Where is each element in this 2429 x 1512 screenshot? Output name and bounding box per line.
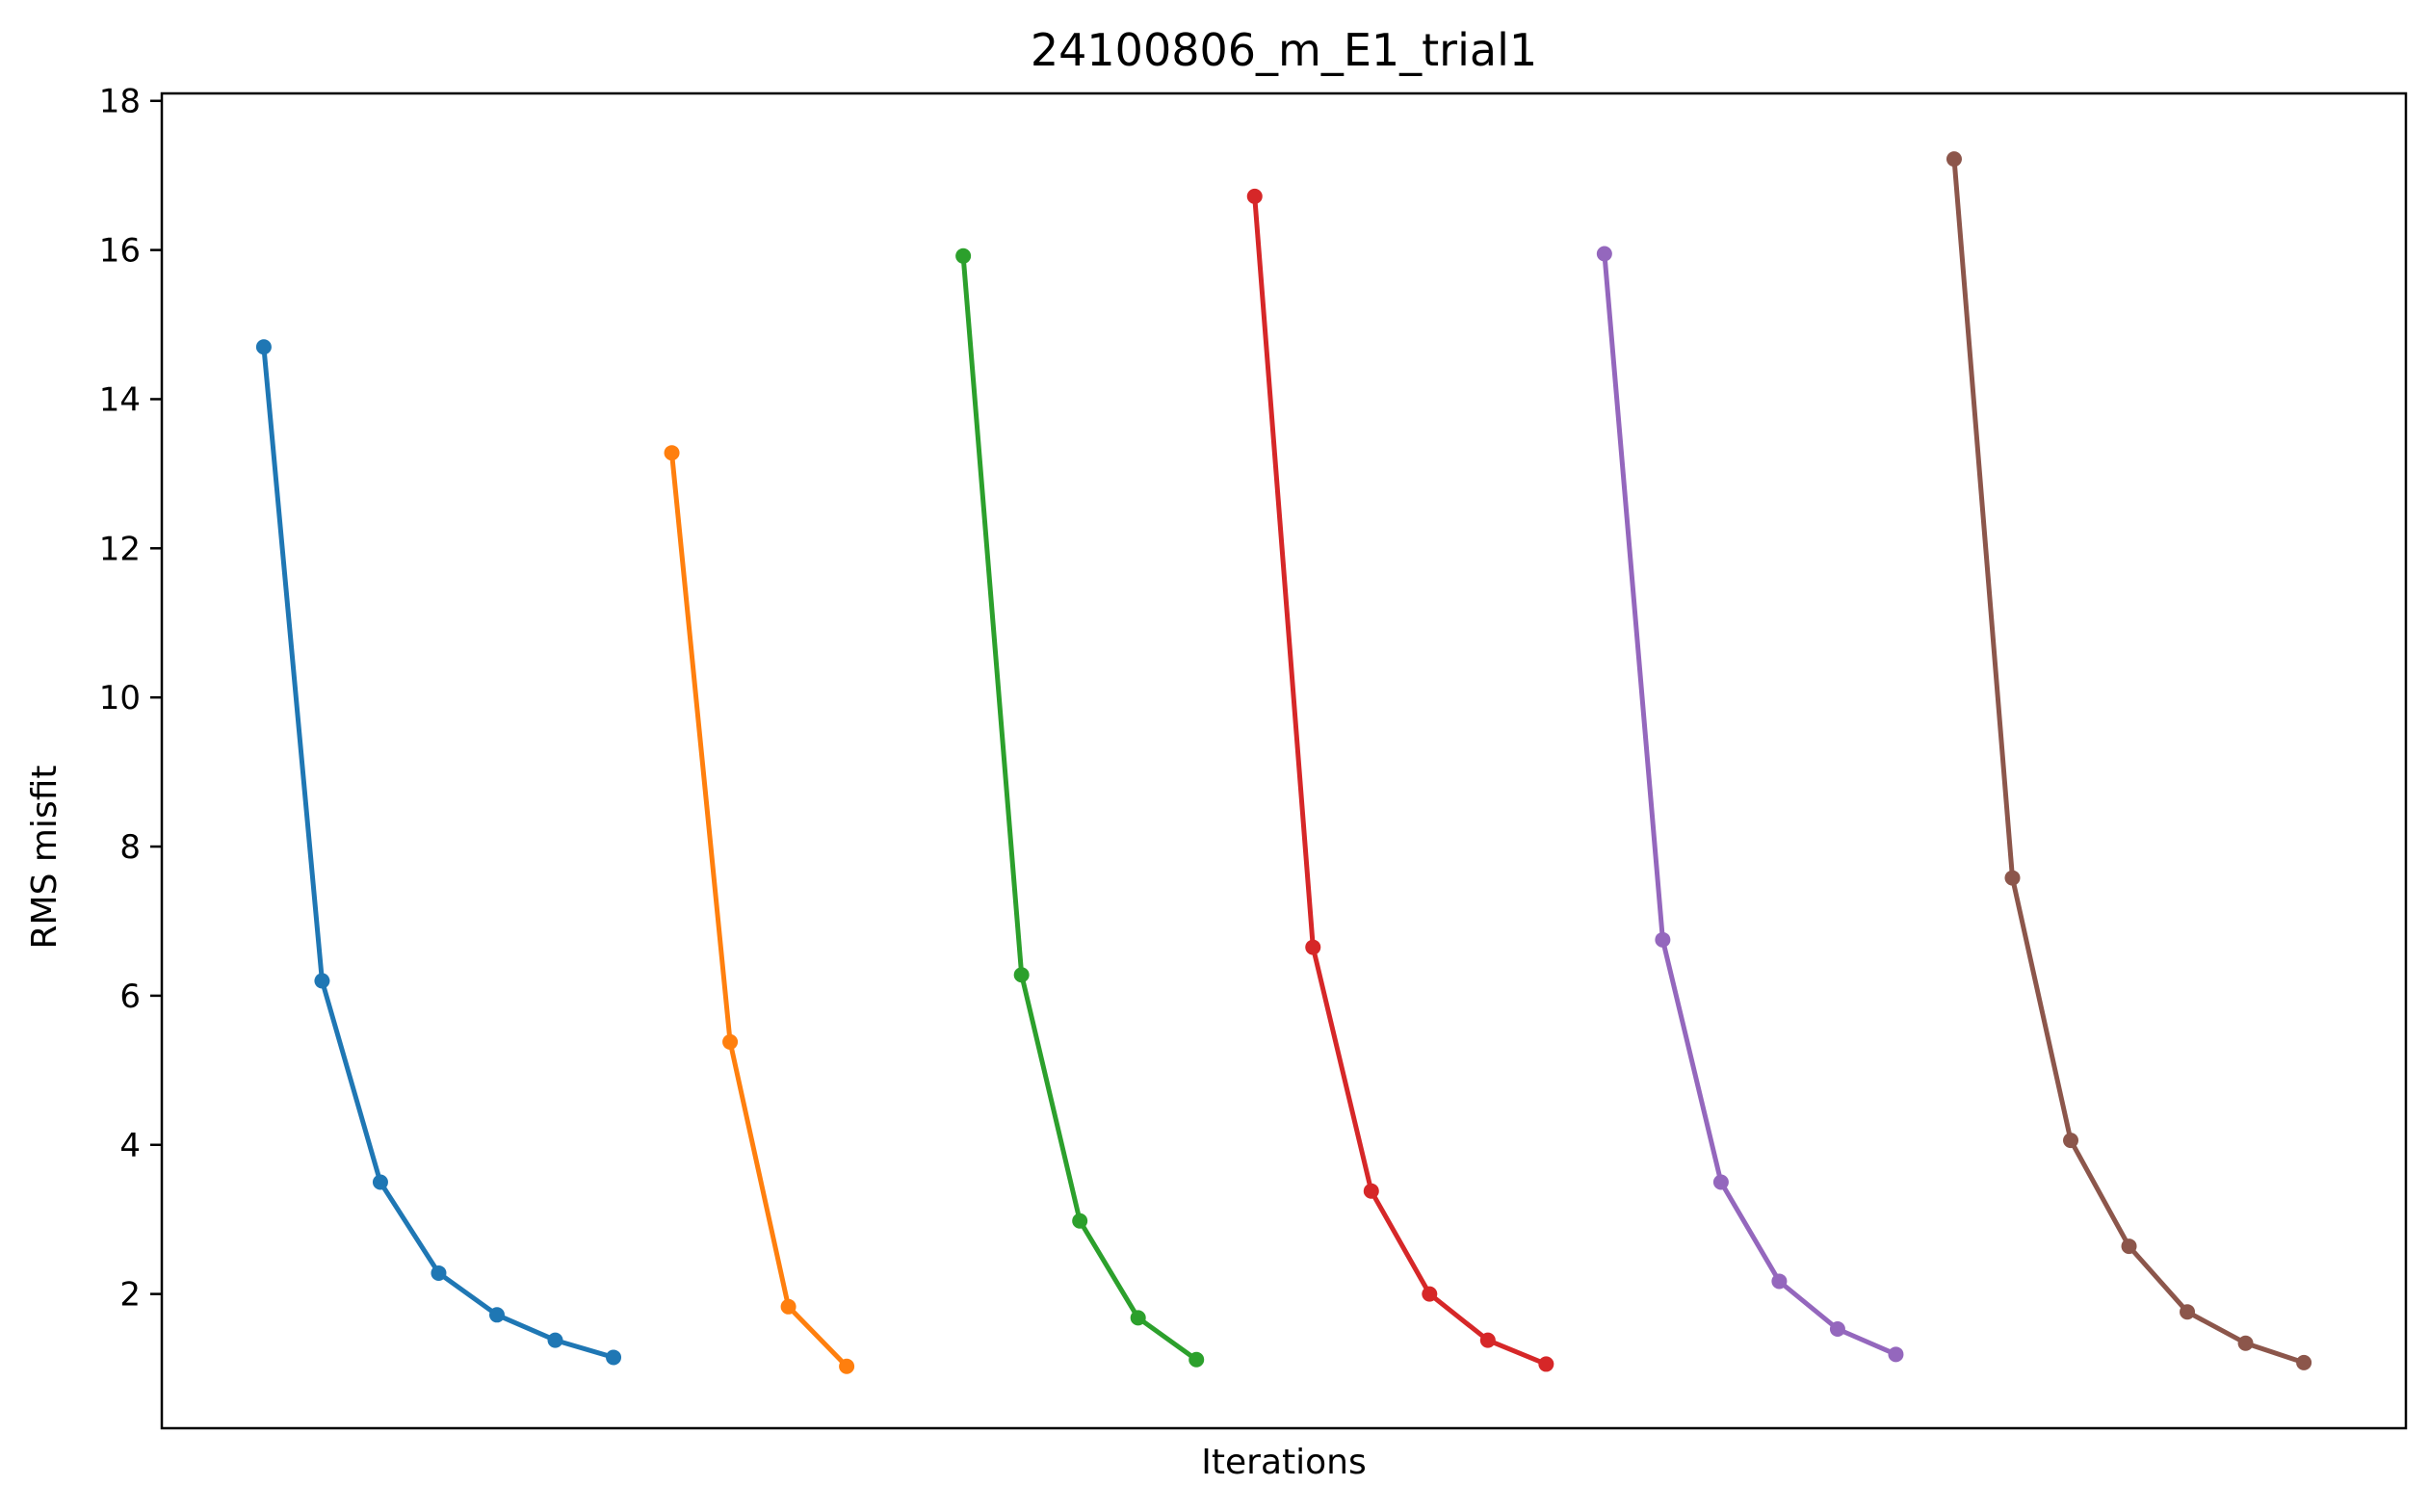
series-1-point [431,1264,447,1281]
series-1-point [606,1349,622,1366]
series-5-point [1829,1321,1845,1338]
series-5-point [1596,246,1612,262]
series-5-point [1655,931,1671,948]
series-6-point [2121,1238,2137,1255]
series-1-point [314,973,330,989]
series-3-line [960,255,1198,1362]
y-axis-ticks: 2 4 6 8 10 12 14 16 18 [99,83,162,1315]
y-tick-label: 4 [119,1127,141,1165]
y-axis-label: RMS misfit [25,766,65,950]
series-2-point [722,1033,739,1050]
series-5-point [1712,1174,1729,1190]
series-4-point [1246,188,1263,204]
series-layer [255,151,2312,1374]
series-6-point [2237,1335,2254,1351]
series-5-line [1602,253,1897,1357]
series-4-point [1305,939,1321,955]
series-2-point [664,445,680,461]
series-3-point [1130,1310,1146,1326]
series-2-line [669,452,849,1369]
series-6-point [2004,870,2021,886]
y-tick-label: 16 [99,232,141,271]
series-2-point [839,1358,855,1374]
y-tick-label: 6 [119,978,141,1016]
y-tick-label: 12 [99,530,141,568]
series-1-point [255,339,272,355]
series-5-point [1771,1273,1788,1290]
series-6-point [1946,151,1962,168]
y-tick-label: 10 [99,679,141,717]
series-1-point [547,1332,563,1348]
y-tick-label: 14 [99,380,141,419]
series-1-point [488,1307,505,1323]
series-3-point [955,248,972,264]
series-3-point [1072,1212,1088,1229]
x-axis-label: Iterations [1201,1443,1366,1482]
series-6-point [2180,1304,2196,1320]
series-1-line [261,347,614,1360]
series-1-point [372,1174,388,1190]
series-3-point [1188,1351,1205,1368]
series-4-point [1422,1286,1438,1302]
y-tick-label: 18 [99,83,141,121]
series-4-line [1252,196,1548,1367]
series-4-point [1479,1332,1496,1348]
series-2-point [780,1298,797,1315]
series-5-point [1888,1346,1904,1363]
series-3-point [1013,967,1030,983]
series-6-point [2296,1354,2312,1370]
series-4-point [1363,1183,1379,1199]
series-4-point [1538,1356,1554,1372]
plot-area-frame [160,91,2408,1430]
series-6-point [2063,1133,2079,1149]
y-tick-label: 2 [119,1276,141,1315]
series-6-line [1951,158,2305,1366]
chart-title: 24100806_m_E1_trial1 [1031,24,1537,76]
y-tick-label: 8 [119,828,141,867]
